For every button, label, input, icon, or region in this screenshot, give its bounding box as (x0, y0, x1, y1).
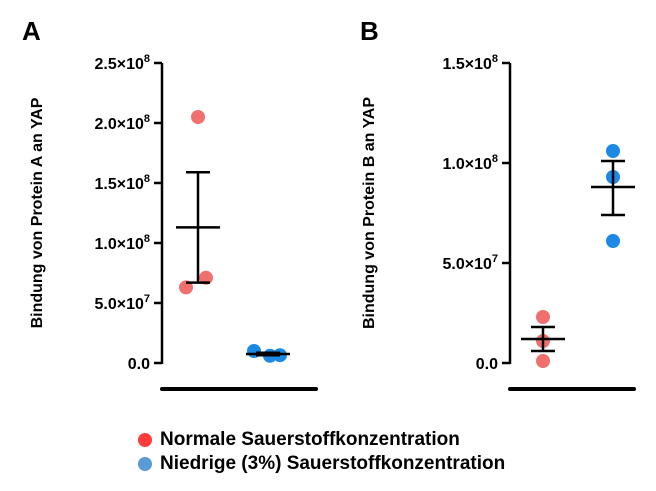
legend-item-normal: Normale Sauerstoffkonzentration (138, 428, 505, 452)
y-tick-label-b-2: 1.0×108 (442, 153, 498, 173)
panel-a: A Bindung von Protein A an YAP 0.0 5.0×107 1… (22, 16, 318, 391)
data-point-a-normal-2 (179, 280, 193, 295)
y-tick-label-a-3: 1.5×108 (94, 173, 150, 193)
legend-swatch-low (138, 457, 152, 471)
panel-letter-b: B (360, 16, 379, 46)
panel-letter-a: A (22, 16, 41, 46)
legend-swatch-normal (138, 433, 152, 447)
legend-label-low: Niedrige (3%) Sauerstoffkonzentration (160, 453, 506, 474)
y-axis-label-b: Bindung von Protein B an YAP (361, 97, 378, 329)
data-point-a-normal-1 (199, 270, 213, 285)
y-tick-label-a-5: 2.5×108 (94, 53, 150, 73)
legend: Normale Sauerstoffkonzentration Niedrige… (138, 428, 505, 476)
data-point-a-normal-0 (191, 110, 205, 124)
legend-item-low: Niedrige (3%) Sauerstoffkonzentration (138, 452, 505, 476)
legend-label-normal: Normale Sauerstoffkonzentration (160, 429, 460, 450)
data-point-b-low-2 (606, 234, 620, 248)
y-tick-label-a-2: 1.0×108 (94, 233, 150, 253)
y-tick-label-a-4: 2.0×108 (94, 113, 150, 133)
y-tick-label-b-3: 1.5×108 (442, 53, 498, 73)
y-axis-label-a: Bindung von Protein A an YAP (29, 97, 46, 328)
y-tick-label-a-0: 0.0 (128, 356, 150, 373)
data-point-b-normal-2 (536, 354, 550, 368)
panel-b: B Bindung von Protein B an YAP 0.0 5.0×107 1… (360, 16, 636, 391)
y-tick-label-b-1: 5.0×107 (442, 253, 498, 273)
y-tick-label-a-1: 5.0×107 (94, 293, 150, 313)
data-point-b-normal-0 (536, 310, 550, 324)
y-tick-label-b-0: 0.0 (476, 356, 498, 373)
data-point-b-low-0 (606, 144, 620, 158)
